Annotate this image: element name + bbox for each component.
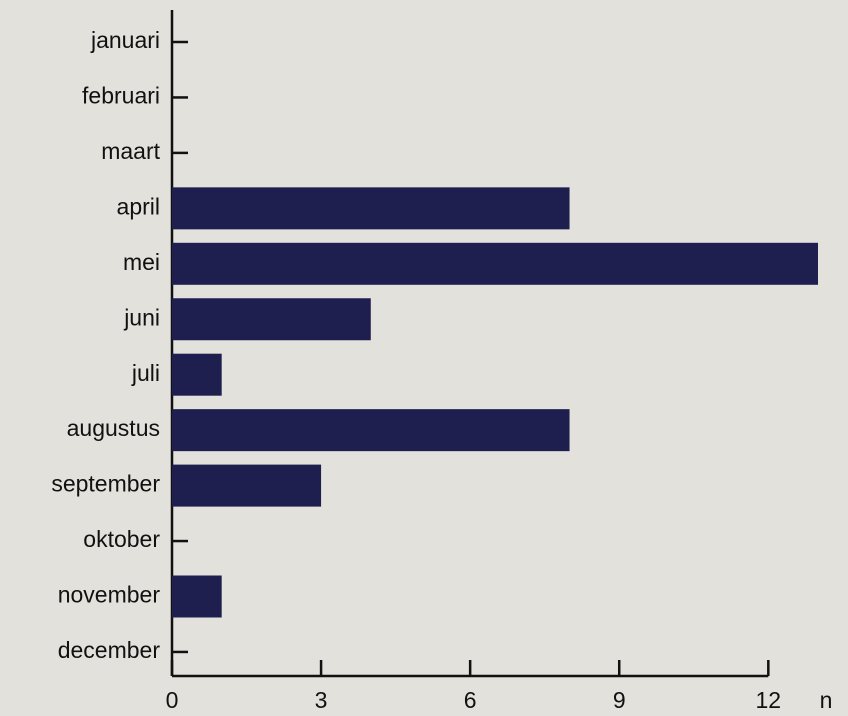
y-tick-label: september [51,471,160,497]
y-tick-label: januari [90,27,160,53]
y-tick-label: juni [123,304,160,330]
y-tick-label: oktober [83,526,160,552]
bar [172,187,570,230]
bar [172,242,818,285]
bar [172,353,222,396]
x-tick-label: 0 [166,687,179,713]
y-tick-label: mei [123,249,160,275]
bar [172,464,322,507]
y-tick-label: juli [131,360,160,386]
x-tick-label: 6 [464,687,477,713]
x-tick-label: 12 [756,687,782,713]
y-tick-label: december [58,637,161,663]
x-tick-label: 3 [315,687,328,713]
y-tick-label: maart [101,138,160,164]
x-tick-label: 9 [613,687,626,713]
bar [172,409,570,452]
y-tick-label: november [58,582,161,608]
bar [172,298,371,341]
y-tick-label: april [117,193,160,219]
y-tick-label: februari [82,83,160,109]
x-axis-label: n [820,687,833,713]
bar [172,575,222,618]
y-tick-label: augustus [67,415,160,441]
